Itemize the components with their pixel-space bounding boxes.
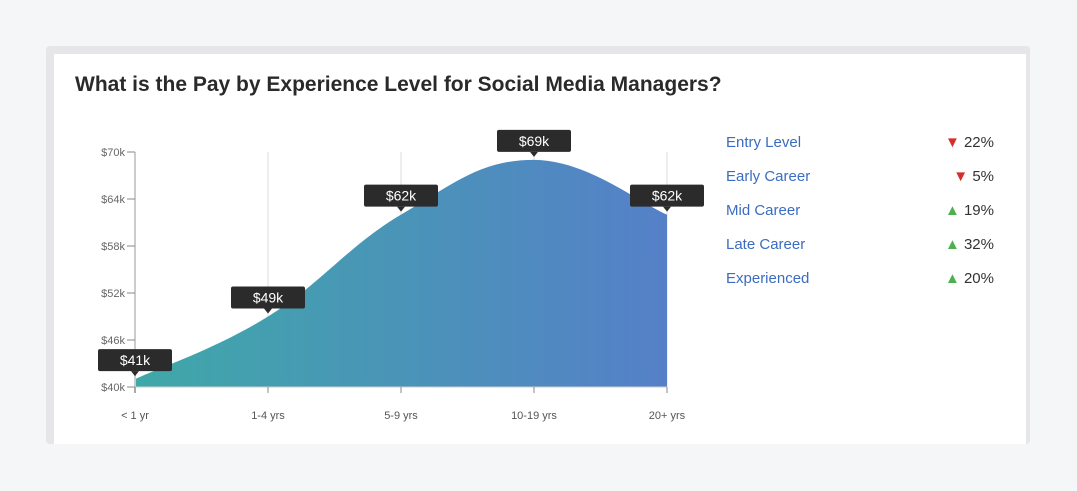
y-tick-label: $58k (101, 241, 125, 253)
y-tick-label: $70k (101, 147, 125, 159)
legend-row: Entry Level ▼ 22% (726, 132, 994, 166)
up-arrow-icon: ▲ (944, 202, 960, 219)
y-tick-label: $52k (101, 288, 125, 300)
area-series (135, 159, 667, 387)
legend-label[interactable]: Experienced (726, 270, 810, 287)
x-tick-label: < 1 yr (121, 410, 149, 422)
data-label: $62k (386, 188, 417, 204)
data-label: $49k (253, 290, 284, 306)
page-title: What is the Pay by Experience Level for … (75, 73, 722, 96)
data-label-box (630, 184, 704, 207)
data-label: $69k (519, 133, 550, 149)
data-label-box (98, 349, 172, 372)
legend-value: 20% (963, 270, 994, 287)
data-label-box (497, 129, 571, 152)
data-label-box (364, 184, 438, 207)
legend-label[interactable]: Entry Level (726, 134, 802, 151)
up-arrow-icon: ▲ (944, 236, 960, 253)
up-arrow-icon: ▲ (944, 270, 960, 287)
down-arrow-icon: ▼ (944, 134, 960, 151)
y-tick-label: $46k (101, 335, 125, 347)
data-label-pointer (397, 206, 405, 212)
legend-value: 22% (963, 134, 994, 151)
y-tick-label: $64k (101, 194, 125, 206)
data-label-box (231, 286, 305, 309)
legend-label[interactable]: Mid Career (726, 202, 801, 219)
legend-row: Early Career ▼ 5% (726, 166, 994, 200)
legend-label[interactable]: Early Career (726, 168, 811, 185)
data-label-pointer (131, 371, 139, 377)
data-label-pointer (530, 151, 538, 157)
data-label-pointer (663, 206, 671, 212)
data-label: $62k (652, 188, 683, 204)
legend-value: 5% (972, 168, 994, 185)
down-arrow-icon: ▼ (953, 168, 969, 185)
legend: Entry Level ▼ 22% Early Career ▼ 5% Mid Ca… (726, 132, 994, 302)
data-label-pointer (264, 308, 272, 314)
x-tick-label: 20+ yrs (649, 410, 686, 422)
x-tick-label: 5-9 yrs (384, 410, 418, 422)
legend-value: 19% (963, 202, 994, 219)
x-tick-label: 10-19 yrs (511, 410, 557, 422)
x-tick-label: 1-4 yrs (251, 410, 285, 422)
legend-row: Mid Career ▲ 19% (726, 200, 994, 234)
data-label: $41k (120, 352, 151, 368)
legend-row: Late Career ▲ 32% (726, 234, 994, 268)
legend-value: 32% (963, 236, 994, 253)
legend-row: Experienced ▲ 20% (726, 268, 994, 302)
y-tick-label: $40k (101, 382, 125, 394)
legend-label[interactable]: Late Career (726, 236, 806, 253)
